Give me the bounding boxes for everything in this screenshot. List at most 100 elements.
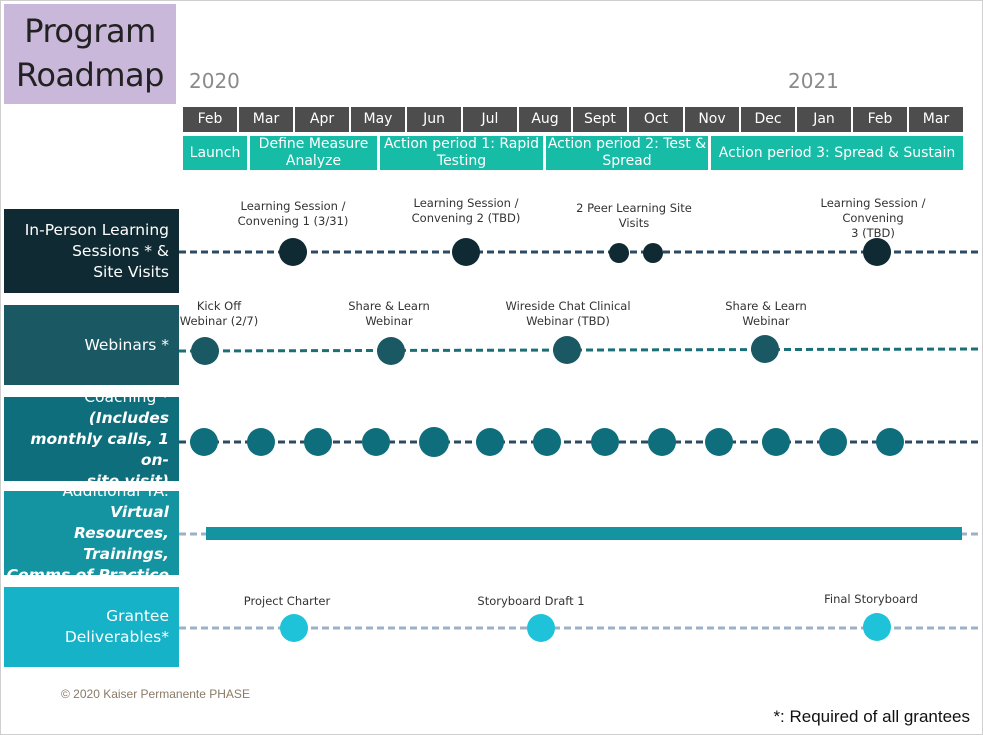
coaching-detail-1: (Includes bbox=[88, 408, 169, 427]
event-w2-line-1: Share & Learn bbox=[348, 299, 430, 313]
coaching-marker-7 bbox=[533, 428, 561, 456]
month-jun: Jun bbox=[407, 107, 461, 132]
event-d3-label: Final Storyboard bbox=[824, 592, 918, 606]
phase-define-line-2: Analyze bbox=[285, 153, 342, 169]
event-w1-line-1: Kick Off bbox=[196, 299, 242, 313]
webinars-label: Webinars * bbox=[84, 335, 169, 354]
coaching-marker-1 bbox=[190, 428, 218, 456]
event-learning-session-2: Learning Session / Convening 2 (TBD) bbox=[406, 196, 526, 226]
month-nov: Nov bbox=[685, 107, 739, 132]
month-sept: Sept bbox=[573, 107, 627, 132]
ta-detail-3: Comms of Practice bbox=[6, 565, 169, 584]
event-share-learn-webinar-2: Share & Learn Webinar bbox=[701, 299, 831, 329]
coaching-prefix: Coaching * bbox=[84, 387, 169, 406]
event-final-storyboard: Final Storyboard bbox=[816, 592, 926, 607]
event-kickoff-webinar: Kick Off Webinar (2/7) bbox=[169, 299, 269, 329]
phase-action-1-line-1: Action period 1: Rapid bbox=[383, 136, 540, 152]
phase-define-line-1: Define Measure bbox=[258, 136, 369, 152]
title-box: Program Roadmap bbox=[4, 4, 176, 104]
in-person-marker-4 bbox=[643, 243, 663, 263]
row-label-coaching: Coaching * (Includes monthly calls, 1 on-… bbox=[4, 388, 179, 490]
ta-detail-1: Virtual bbox=[110, 502, 169, 521]
coaching-detail-3: site visit) bbox=[86, 471, 169, 490]
in-person-marker-1 bbox=[279, 238, 307, 266]
event-ip3-line-2: Visits bbox=[618, 216, 650, 230]
coaching-marker-6 bbox=[476, 428, 504, 456]
row-label-deliverables: Grantee Deliverables* bbox=[4, 587, 179, 667]
month-aug: Aug bbox=[519, 107, 571, 132]
event-ip2-line-2: Convening 2 (TBD) bbox=[411, 211, 521, 225]
event-learning-session-3: Learning Session / Convening 3 (TBD) bbox=[797, 196, 949, 241]
month-oct: Oct bbox=[629, 107, 683, 132]
deliverable-marker-2 bbox=[527, 614, 555, 642]
month-jan: Jan bbox=[797, 107, 851, 132]
coaching-detail-2: monthly calls, 1 on- bbox=[30, 429, 169, 469]
in-person-line-3: Site Visits bbox=[93, 262, 169, 281]
event-ip3-line-1: 2 Peer Learning Site bbox=[576, 201, 692, 215]
in-person-marker-3 bbox=[609, 243, 629, 263]
phase-launch-label: Launch bbox=[189, 144, 241, 161]
phase-action-3-label: Action period 3: Spread & Sustain bbox=[718, 144, 956, 161]
coaching-marker-5 bbox=[419, 427, 449, 457]
year-2020: 2020 bbox=[189, 69, 240, 93]
coaching-marker-12 bbox=[819, 428, 847, 456]
event-w3-line-1: Wireside Chat Clinical bbox=[505, 299, 631, 313]
event-share-learn-webinar-1: Share & Learn Webinar bbox=[339, 299, 439, 329]
phase-define: Define Measure Analyze bbox=[250, 136, 377, 170]
event-project-charter: Project Charter bbox=[237, 594, 337, 609]
ta-prefix: Additional TA: bbox=[62, 481, 169, 500]
coaching-marker-4 bbox=[362, 428, 390, 456]
event-ip1-line-1: Learning Session / bbox=[240, 199, 346, 213]
coaching-marker-11 bbox=[762, 428, 790, 456]
event-w3-line-2: Webinar (TBD) bbox=[526, 314, 610, 328]
event-w4-line-1: Share & Learn Webinar bbox=[725, 299, 807, 328]
month-apr: Apr bbox=[295, 107, 349, 132]
phase-action-2-line-1: Action period 2: Test & bbox=[547, 136, 707, 152]
event-w1-line-2: Webinar (2/7) bbox=[179, 314, 259, 328]
copyright-notice: © 2020 Kaiser Permanente PHASE bbox=[61, 687, 250, 701]
in-person-marker-5 bbox=[863, 238, 891, 266]
month-may: May bbox=[351, 107, 405, 132]
webinar-marker-3 bbox=[553, 336, 581, 364]
title-line-1: Program bbox=[24, 12, 156, 50]
webinar-marker-1 bbox=[191, 337, 219, 365]
phase-launch: Launch bbox=[183, 136, 247, 170]
in-person-marker-2 bbox=[452, 238, 480, 266]
title-line-2: Roadmap bbox=[16, 56, 164, 94]
in-person-line-2: Sessions * & bbox=[72, 241, 169, 260]
event-wireside-chat: Wireside Chat Clinical Webinar (TBD) bbox=[503, 299, 633, 329]
event-storyboard-draft: Storyboard Draft 1 bbox=[471, 594, 591, 609]
month-feb-2021: Feb bbox=[853, 107, 907, 132]
event-d1-label: Project Charter bbox=[243, 594, 331, 608]
phase-action-3: Action period 3: Spread & Sustain bbox=[711, 136, 963, 170]
coaching-marker-10 bbox=[705, 428, 733, 456]
coaching-marker-13 bbox=[876, 428, 904, 456]
deliverable-marker-1 bbox=[280, 614, 308, 642]
coaching-marker-3 bbox=[304, 428, 332, 456]
footnote: *: Required of all grantees bbox=[773, 707, 970, 726]
deliverables-label: Grantee Deliverables* bbox=[64, 607, 169, 646]
in-person-line-1: In-Person Learning bbox=[24, 220, 169, 239]
event-ip2-line-1: Learning Session / bbox=[413, 196, 519, 210]
phase-action-1-line-2: Testing bbox=[436, 153, 487, 169]
webinar-marker-4 bbox=[751, 335, 779, 363]
event-learning-session-1: Learning Session / Convening 1 (3/31) bbox=[233, 199, 353, 229]
webinar-marker-2 bbox=[377, 337, 405, 365]
month-dec: Dec bbox=[741, 107, 795, 132]
deliverable-marker-3 bbox=[863, 613, 891, 641]
month-feb-2020: Feb bbox=[183, 107, 237, 132]
row-label-in-person: In-Person Learning Sessions * & Site Visit… bbox=[4, 209, 179, 293]
event-peer-site-visits: 2 Peer Learning Site Visits bbox=[574, 201, 694, 231]
event-ip1-line-2: Convening 1 (3/31) bbox=[237, 214, 349, 228]
phase-action-1: Action period 1: Rapid Testing bbox=[380, 136, 543, 170]
row-label-webinars: Webinars * bbox=[4, 305, 179, 385]
month-jul: Jul bbox=[463, 107, 517, 132]
row-label-additional-ta: Additional TA: Virtual Resources, Trainin… bbox=[4, 482, 179, 584]
event-w2-line-2: Webinar bbox=[365, 314, 413, 328]
event-ip4-line-1: Learning Session / Convening bbox=[820, 196, 926, 225]
coaching-marker-2 bbox=[247, 428, 275, 456]
ta-continuous-bar bbox=[206, 527, 962, 540]
month-mar-2021: Mar bbox=[909, 107, 963, 132]
